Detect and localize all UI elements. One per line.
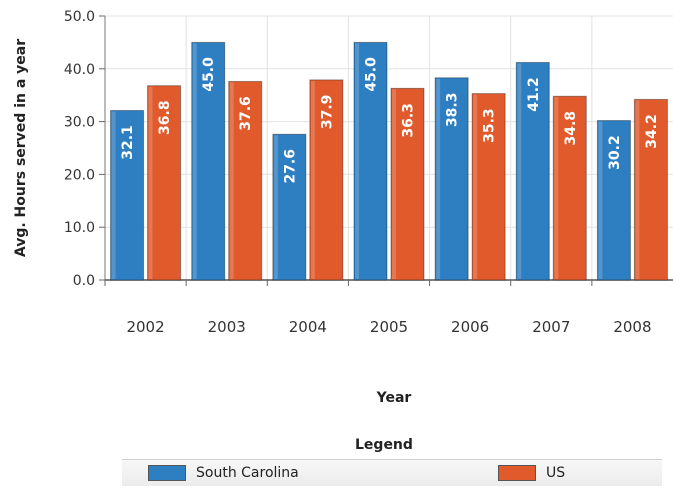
x-tick-label: 2004 <box>289 318 327 336</box>
data-label: 27.6 <box>282 149 298 184</box>
y-axis-title: Avg. Hours served in a year <box>13 39 29 257</box>
bar-highlight <box>229 82 234 279</box>
bar-highlight <box>635 100 640 279</box>
bar[interactable] <box>309 79 344 281</box>
bar[interactable] <box>552 95 587 281</box>
x-tick-label: 2005 <box>370 318 408 336</box>
bar-highlight <box>473 94 478 279</box>
bar-highlight <box>192 43 197 280</box>
bar[interactable] <box>434 77 469 281</box>
legend-item-us[interactable]: US <box>498 464 565 482</box>
bar[interactable] <box>515 61 550 281</box>
data-label: 41.2 <box>526 77 542 112</box>
bar-highlight <box>111 111 116 280</box>
data-label: 30.2 <box>607 135 623 170</box>
data-label: 37.9 <box>319 95 335 130</box>
bar[interactable] <box>228 80 263 281</box>
data-label: 35.3 <box>482 108 498 143</box>
y-tick-label: 50.0 <box>64 9 95 25</box>
x-tick-label: 2002 <box>126 318 164 336</box>
bar[interactable] <box>272 133 307 281</box>
bar[interactable] <box>191 41 226 281</box>
bar[interactable] <box>596 120 631 281</box>
bar-highlight <box>598 121 603 279</box>
y-tick-label: 0.0 <box>73 273 95 289</box>
bar[interactable] <box>390 87 425 281</box>
bar-highlight <box>554 97 559 279</box>
bar[interactable] <box>633 98 668 281</box>
bar-highlight <box>310 80 315 279</box>
data-label: 36.8 <box>157 100 173 135</box>
data-label: 36.3 <box>401 103 417 138</box>
bar[interactable] <box>147 85 182 281</box>
bar-highlight <box>392 89 396 279</box>
data-label: 34.2 <box>644 114 660 149</box>
legend-item-south-carolina[interactable]: South Carolina <box>148 464 299 482</box>
data-label: 45.0 <box>364 57 380 92</box>
legend-swatch-south-carolina <box>148 465 186 481</box>
bar-highlight <box>517 63 522 279</box>
data-label: 37.6 <box>238 96 254 131</box>
legend-label-us: US <box>546 465 566 481</box>
data-label: 34.8 <box>563 111 579 146</box>
y-tick-label: 20.0 <box>64 167 95 183</box>
y-tick-label: 40.0 <box>64 62 95 78</box>
x-tick-label: 2008 <box>613 318 651 336</box>
x-axis-title: Year <box>376 390 412 406</box>
x-tick-label: 2003 <box>208 318 246 336</box>
x-tick-label: 2006 <box>451 318 489 336</box>
legend-label-south-carolina: South Carolina <box>196 465 299 481</box>
bar[interactable] <box>110 110 145 281</box>
legend: South Carolina US <box>122 459 662 486</box>
bar[interactable] <box>471 93 506 281</box>
plot-area <box>105 16 673 280</box>
bar-highlight <box>436 78 441 279</box>
bar[interactable] <box>353 41 388 281</box>
x-tick-label: 2007 <box>532 318 570 336</box>
y-tick-label: 10.0 <box>64 220 95 236</box>
data-label: 32.1 <box>120 125 136 160</box>
data-label: 38.3 <box>445 93 461 128</box>
legend-title: Legend <box>355 437 413 453</box>
bar-highlight <box>273 135 278 279</box>
bar-highlight <box>148 86 153 279</box>
data-label: 45.0 <box>201 57 217 92</box>
y-tick-label: 30.0 <box>64 115 95 131</box>
bar-highlight <box>355 43 359 280</box>
legend-swatch-us <box>498 465 536 481</box>
